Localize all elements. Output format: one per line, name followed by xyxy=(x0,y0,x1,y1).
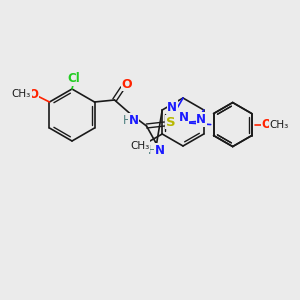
Text: N: N xyxy=(154,143,164,157)
Text: N: N xyxy=(196,113,206,126)
Text: CH₃: CH₃ xyxy=(12,89,31,99)
Text: CH₃: CH₃ xyxy=(130,141,150,151)
Text: N: N xyxy=(179,111,189,124)
Text: S: S xyxy=(166,116,175,128)
Text: H: H xyxy=(148,143,157,157)
Text: N: N xyxy=(128,113,139,127)
Text: O: O xyxy=(121,77,132,91)
Text: O: O xyxy=(262,118,272,131)
Text: CH₃: CH₃ xyxy=(269,120,288,130)
Text: N: N xyxy=(167,101,177,114)
Text: H: H xyxy=(123,113,132,127)
Text: Cl: Cl xyxy=(68,73,80,85)
Text: O: O xyxy=(28,88,38,100)
